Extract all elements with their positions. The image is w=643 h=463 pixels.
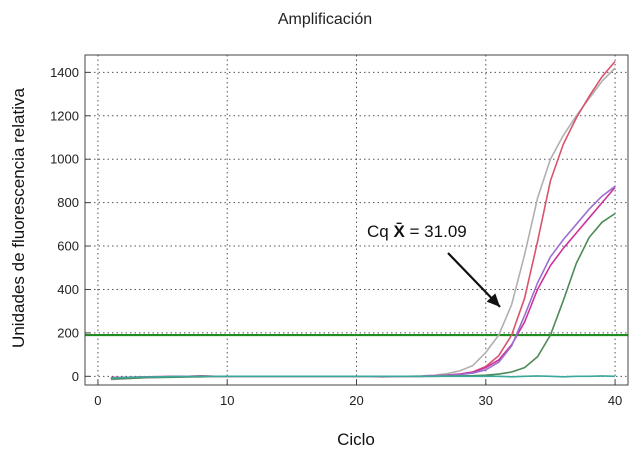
chart-title: Amplificación (278, 11, 372, 28)
series-line-4 (110, 185, 616, 379)
series-layer (110, 60, 616, 381)
cq-annotation-value: = 31.09 (405, 222, 467, 241)
series-line-6 (110, 375, 616, 379)
annotation-layer: Cq X̄ = 31.09 (367, 222, 501, 308)
y-tick-label: 0 (72, 369, 79, 384)
cq-annotation: Cq X̄ = 31.09 (367, 222, 467, 241)
x-tick-label: 0 (94, 393, 101, 408)
x-axis-label: Ciclo (337, 430, 375, 449)
y-tick-label: 600 (57, 239, 79, 254)
x-tick-label: 20 (349, 393, 363, 408)
y-tick-label: 200 (57, 325, 79, 340)
annotation-arrow-head (486, 293, 501, 307)
y-tick-label: 1200 (50, 108, 79, 123)
series-line-1 (110, 67, 616, 381)
y-axis-label: Unidades de fluorescencia relativa (9, 88, 28, 348)
x-tick-label: 10 (220, 393, 234, 408)
series-line-5 (110, 212, 616, 380)
y-tick-label: 1000 (50, 152, 79, 167)
y-tick-label: 1400 (50, 65, 79, 80)
x-tick-label: 40 (608, 393, 622, 408)
y-tick-label: 400 (57, 282, 79, 297)
cq-annotation-symbol: X̄ (393, 222, 405, 241)
grid (85, 55, 628, 385)
cq-annotation-prefix: Cq (367, 222, 393, 241)
series-line-2 (110, 60, 616, 380)
x-tick-label: 30 (479, 393, 493, 408)
y-tick-label: 800 (57, 195, 79, 210)
series-line-3 (110, 186, 616, 379)
